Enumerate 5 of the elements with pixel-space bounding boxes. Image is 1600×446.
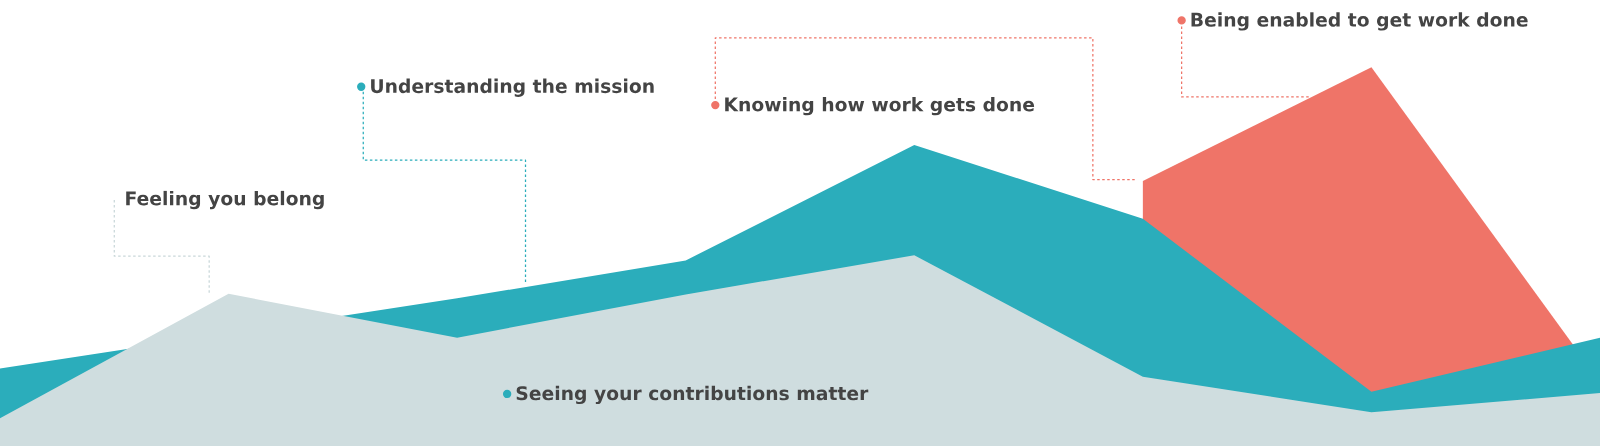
annotation: Understanding the mission <box>371 78 654 97</box>
text: Being enabled to get work done <box>1191 12 1528 31</box>
annotation: Seeing your contributions matter <box>516 385 869 405</box>
annotation: Feeling you belong <box>126 190 324 210</box>
annotation: Knowing how work gets done <box>725 97 1035 116</box>
